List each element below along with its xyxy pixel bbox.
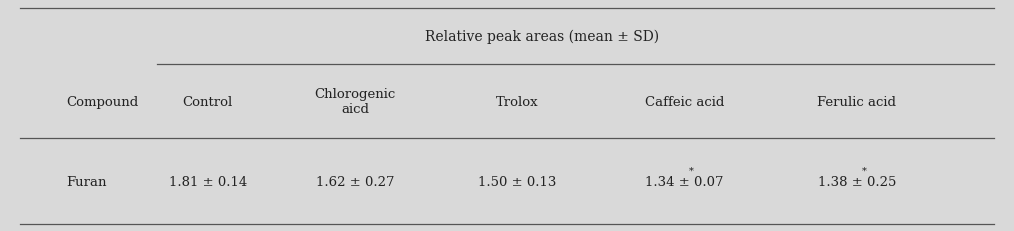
Text: Caffeic acid: Caffeic acid — [645, 95, 724, 108]
Text: Ferulic acid: Ferulic acid — [817, 95, 896, 108]
Text: Control: Control — [183, 95, 233, 108]
Text: Relative peak areas (mean ± SD): Relative peak areas (mean ± SD) — [426, 30, 659, 44]
Text: 1.34 ± 0.07: 1.34 ± 0.07 — [645, 175, 724, 188]
Text: 1.50 ± 0.13: 1.50 ± 0.13 — [478, 175, 557, 188]
Text: Compound: Compound — [66, 95, 138, 108]
Text: 1.38 ± 0.25: 1.38 ± 0.25 — [817, 175, 896, 188]
Text: *: * — [862, 166, 867, 175]
Text: 1.62 ± 0.27: 1.62 ± 0.27 — [315, 175, 394, 188]
Text: *: * — [690, 166, 695, 175]
Text: Furan: Furan — [66, 175, 106, 188]
Text: Chlorogenic
aicd: Chlorogenic aicd — [314, 88, 395, 116]
Text: Trolox: Trolox — [496, 95, 538, 108]
Text: 1.81 ± 0.14: 1.81 ± 0.14 — [168, 175, 247, 188]
